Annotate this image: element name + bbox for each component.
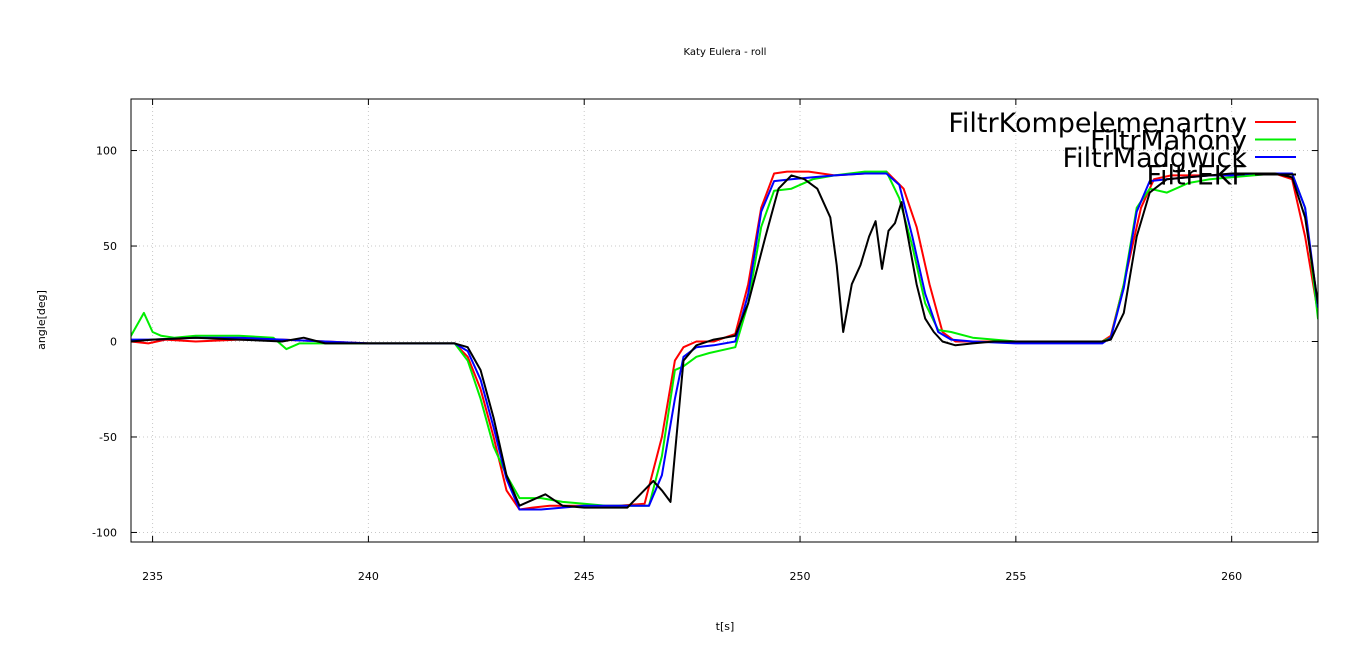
x-tick-label: 245 [574,570,595,583]
series-line-FiltrEKF [131,172,1318,509]
legend-label: FiltrEKF [1146,161,1247,192]
legend: FiltrKompelemenartnyFiltrMahonyFiltrMadg… [948,108,1296,192]
x-tick-label: 250 [790,570,811,583]
y-tick-label: -100 [92,526,117,539]
x-tick-label: 260 [1221,570,1242,583]
y-axis-label: angle[deg] [35,290,48,350]
x-tick-label: 255 [1005,570,1026,583]
x-tick-label: 240 [358,570,379,583]
y-tick-label: 0 [110,336,117,349]
series-line-FiltrMadgwick [131,172,1318,511]
chart-title: Katy Eulera - roll [684,47,767,58]
x-axis-label: t[s] [716,620,735,633]
y-tick-label: -50 [99,431,117,444]
plot-area-frame [130,98,1319,543]
legend-label: FiltrMahony [1090,126,1247,157]
series-group [131,170,1318,511]
legend-label: FiltrMadgwick [1063,143,1248,174]
y-tick-label: 100 [96,145,117,158]
y-tick-label: 50 [103,240,117,253]
legend-label: FiltrKompelemenartny [948,108,1247,139]
x-tick-label: 235 [142,570,163,583]
axis-ticks: 235 240 245 250 255 260 -100 -50 0 50 100 [92,99,1318,583]
